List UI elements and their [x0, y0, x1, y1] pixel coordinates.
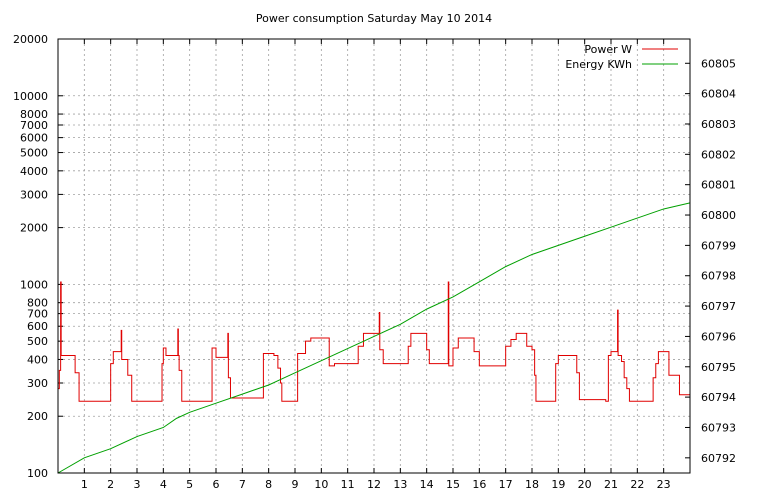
- plot-frame: [57, 38, 691, 474]
- y2-tick-label: 60801: [701, 179, 736, 192]
- x-tick-label: 23: [657, 478, 671, 491]
- y2-tick-label: 60796: [701, 330, 736, 343]
- x-tick-label: 22: [630, 478, 644, 491]
- y-tick-label: 8000: [20, 108, 48, 121]
- x-tick-label: 18: [525, 478, 539, 491]
- y-tick-label: 500: [27, 335, 48, 348]
- y-tick-label: 20000: [13, 33, 48, 46]
- x-tick-label: 5: [186, 478, 193, 491]
- power-w-legend-label: Power W: [584, 43, 632, 56]
- y2-tick-label: 60804: [701, 88, 736, 101]
- y2-tick-label: 60792: [701, 452, 736, 465]
- y2-tick-label: 60795: [701, 361, 736, 374]
- x-tick-label: 1: [81, 478, 88, 491]
- y-tick-label: 400: [27, 353, 48, 366]
- legend: Power W Energy KWh: [565, 43, 678, 71]
- x-tick-label: 20: [578, 478, 592, 491]
- y2-tick-label: 60797: [701, 300, 736, 313]
- y2-tick-label: 60794: [701, 391, 736, 404]
- chart-title: Power consumption Saturday May 10 2014: [256, 12, 492, 25]
- y-tick-label: 800: [27, 297, 48, 310]
- y-tick-label: 700: [27, 308, 48, 321]
- y-tick-label: 100: [27, 467, 48, 480]
- x-tick-label: 11: [341, 478, 355, 491]
- x-tick-label: 8: [265, 478, 272, 491]
- x-tick-label: 7: [239, 478, 246, 491]
- grid-lines: [58, 39, 690, 473]
- y-tick-label: 2000: [20, 222, 48, 235]
- y-tick-label: 300: [27, 377, 48, 390]
- x-tick-label: 15: [446, 478, 460, 491]
- y-tick-label: 3000: [20, 188, 48, 201]
- y-tick-label: 1000: [20, 278, 48, 291]
- x-tick-label: 10: [314, 478, 328, 491]
- y2-tick-label: 60798: [701, 270, 736, 283]
- x-tick-label: 17: [499, 478, 513, 491]
- y-tick-label: 5000: [20, 147, 48, 160]
- y2-tick-label: 60805: [701, 57, 736, 70]
- x-tick-label: 3: [134, 478, 141, 491]
- x-tick-label: 14: [420, 478, 434, 491]
- y2-tick-label: 60799: [701, 239, 736, 252]
- y-tick-label: 10000: [13, 90, 48, 103]
- x-tick-label: 21: [604, 478, 618, 491]
- x-tick-label: 12: [367, 478, 381, 491]
- y-tick-label: 6000: [20, 132, 48, 145]
- x-tick-label: 16: [472, 478, 486, 491]
- series-layer: [57, 202, 691, 474]
- y-tick-label: 600: [27, 320, 48, 333]
- x-tick-label: 19: [551, 478, 565, 491]
- energy-kwh-series-line: [57, 202, 691, 474]
- y-tick-label: 4000: [20, 165, 48, 178]
- x-tick-label: 13: [393, 478, 407, 491]
- x-tick-label: 4: [160, 478, 167, 491]
- energy-kwh-legend-label: Energy KWh: [565, 58, 632, 71]
- x-tick-label: 9: [292, 478, 299, 491]
- y2-tick-label: 60793: [701, 421, 736, 434]
- power-w-series-line: [58, 281, 690, 402]
- y-tick-label: 200: [27, 410, 48, 423]
- y2-tick-label: 60803: [701, 118, 736, 131]
- axis-ticks: 1 2 3 4 5 6 7 8 9 10 11 12 13 14 15 16 17 18 19 20 21 22 23100…: [13, 33, 736, 491]
- y-tick-label: 7000: [20, 119, 48, 132]
- x-tick-label: 6: [213, 478, 220, 491]
- y2-tick-label: 60802: [701, 148, 736, 161]
- y2-tick-label: 60800: [701, 209, 736, 222]
- x-tick-label: 2: [107, 478, 114, 491]
